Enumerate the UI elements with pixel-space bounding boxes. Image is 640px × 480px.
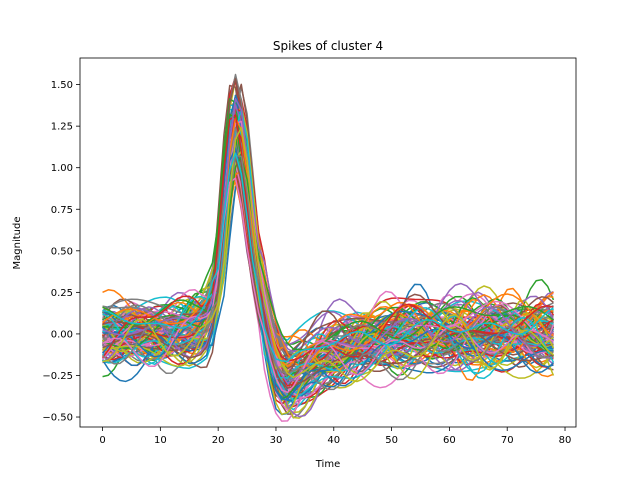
x-tick-label: 60 [443,435,456,446]
y-tick-label: 1.00 [51,163,73,174]
y-axis-label: Magnitude [12,217,23,270]
series-line [102,152,554,363]
series-line [102,155,554,351]
y-tick-label: −0.25 [42,371,73,382]
x-tick-label: 20 [212,435,225,446]
series-line [102,150,555,416]
x-tick-label: 40 [327,435,340,446]
y-tick-label: 0.50 [51,246,73,257]
y-tick-label: 0.00 [51,329,73,340]
series-line [102,177,554,394]
chart-title: Spikes of cluster 4 [273,39,383,53]
y-tick-label: 0.25 [51,288,73,299]
x-axis: 0 10 20 30 40 50 60 70 80 [99,427,571,446]
x-tick-label: 10 [154,435,167,446]
x-tick-label: 70 [501,435,514,446]
series-line [102,126,554,383]
x-tick-label: 80 [559,435,572,446]
y-tick-label: 1.25 [51,122,73,133]
series-line [102,157,554,389]
series-lines [101,73,555,422]
x-tick-label: 30 [270,435,283,446]
plot-frame [79,57,577,428]
x-tick-label: 0 [99,435,105,446]
series-line [101,126,554,383]
series-line [102,152,554,398]
series-line [102,154,554,391]
y-tick-label: 1.50 [51,80,73,91]
x-axis-label: Time [315,459,340,470]
x-tick-label: 50 [385,435,398,446]
y-tick-label: −0.50 [42,413,73,424]
y-tick-label: 0.75 [51,205,73,216]
series-line [102,128,555,358]
y-axis: −0.50 −0.25 0.00 0.25 0.50 0.75 1.00 1.25 1.50 [42,80,80,424]
series-line [102,155,555,380]
